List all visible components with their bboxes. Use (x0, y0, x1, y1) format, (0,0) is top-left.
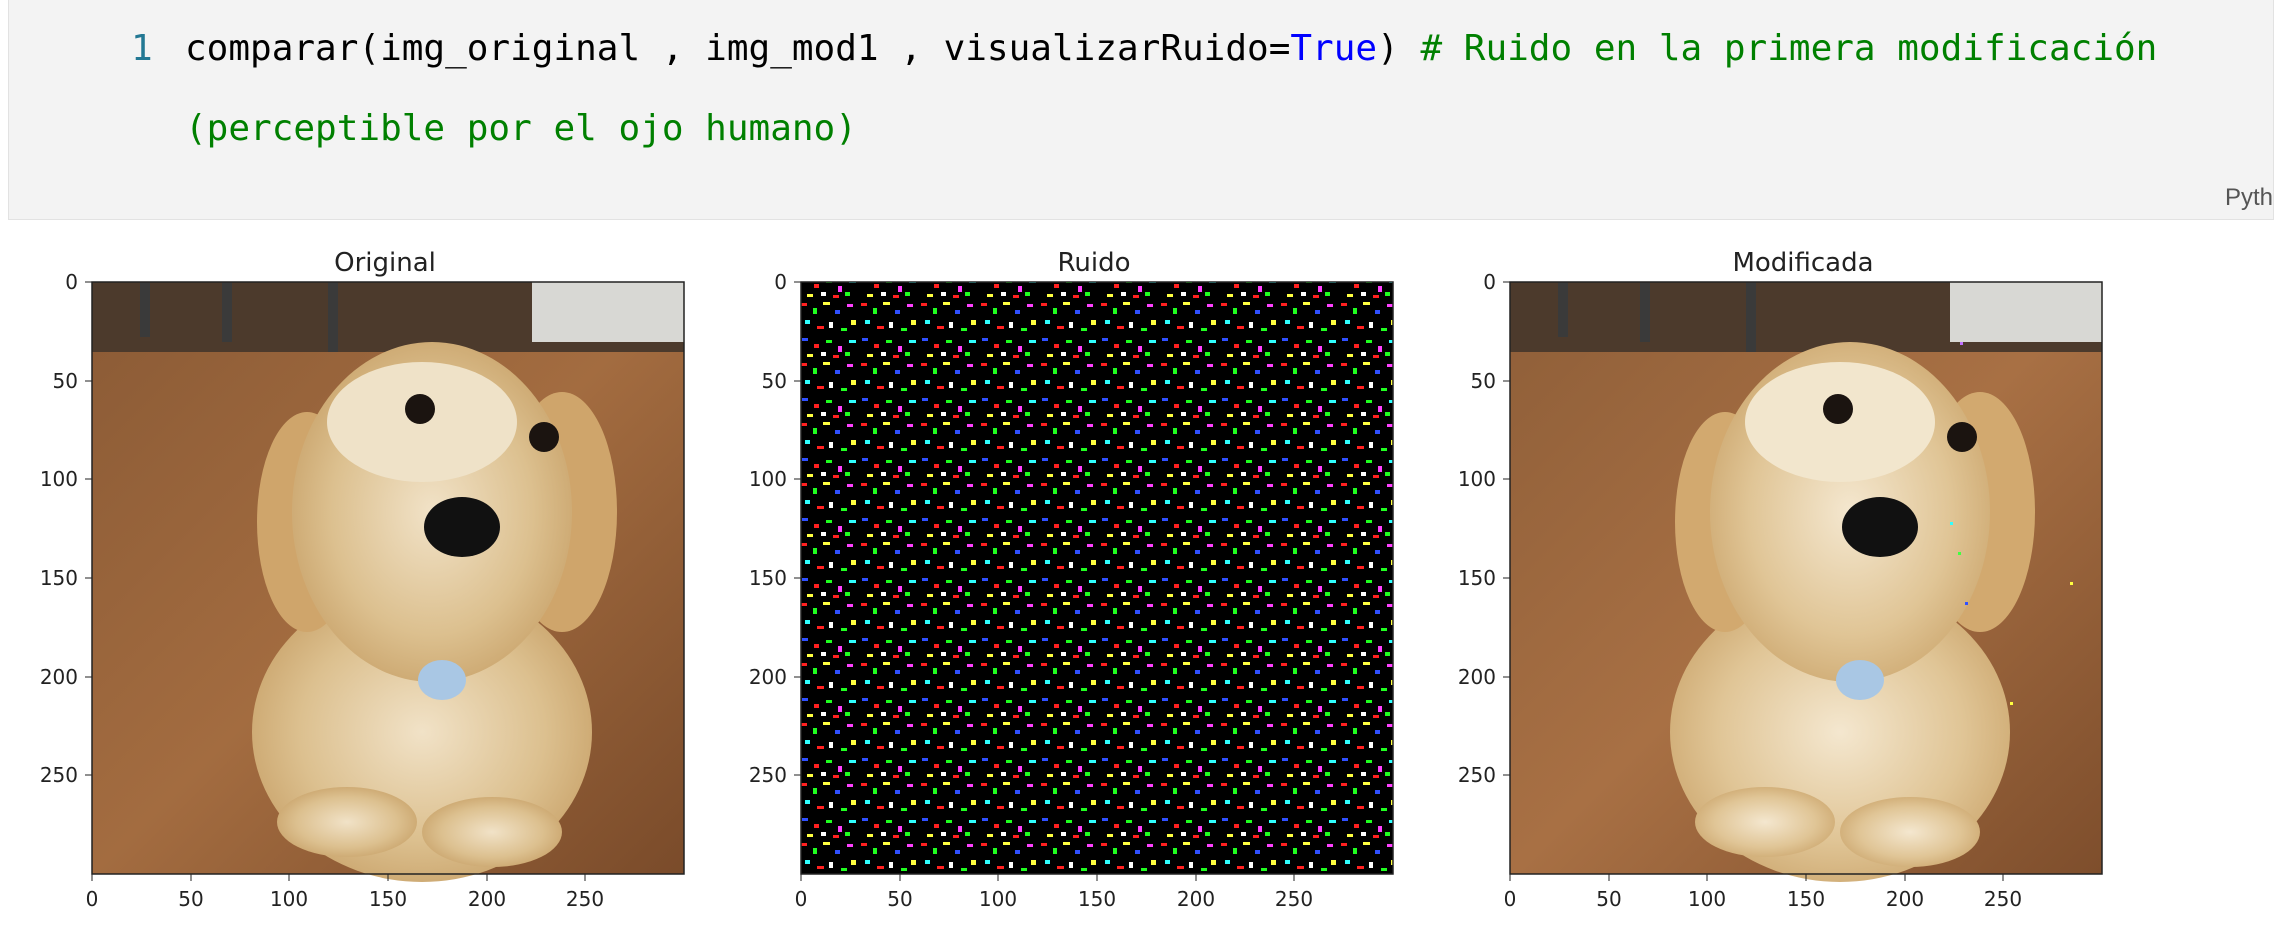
eye-right (529, 422, 559, 452)
plot-title: Ruido (1057, 248, 1130, 278)
y-tick: 100 (749, 467, 787, 491)
nose (424, 497, 500, 557)
x-tick: 250 (1275, 887, 1313, 911)
code-suffix: ) (1377, 28, 1421, 69)
cell-language-label[interactable]: Pyth (2224, 184, 2273, 211)
eye-left (405, 394, 435, 424)
plot-original-svg: Original 0 50 1 (40, 248, 685, 911)
x-ticks: 0 50 100 150 200 250 (795, 874, 1313, 911)
x-tick: 100 (270, 887, 308, 911)
y-tick: 0 (65, 270, 78, 294)
y-tick: 100 (40, 467, 78, 491)
noise-specks (1950, 342, 2073, 705)
y-tick: 50 (53, 369, 78, 393)
code-call: comparar(img_original , img_mod1 , visua… (185, 28, 1291, 69)
cabinet (1950, 282, 2102, 342)
x-tick: 150 (369, 887, 407, 911)
y-ticks: 0 50 100 150 200 250 (40, 270, 92, 787)
code-comment-continuation[interactable]: (perceptible por el ojo humano) (185, 108, 857, 149)
plot-title: Original (334, 248, 436, 278)
code-cell[interactable]: 1 comparar(img_original , img_mod1 , vis… (8, 0, 2274, 220)
x-tick: 250 (1984, 887, 2022, 911)
plot-ruido: Ruido 0 50 100 150 200 250 0 50 100 150 … (739, 240, 1399, 925)
collar-tag (418, 660, 466, 700)
y-tick: 150 (1458, 566, 1496, 590)
y-tick: 150 (40, 566, 78, 590)
plot-title: Modificada (1732, 248, 1873, 278)
y-tick: 200 (40, 665, 78, 689)
y-ticks: 0 50 100 150 200 250 (1458, 270, 1510, 787)
y-tick: 250 (749, 763, 787, 787)
plot-ruido-svg: Ruido 0 50 100 150 200 250 0 50 100 150 … (749, 248, 1394, 911)
eye-right (1947, 422, 1977, 452)
y-tick: 250 (1458, 763, 1496, 787)
noise-image (801, 282, 1393, 874)
x-ticks: 0 50 100 150 200 250 (1504, 874, 2022, 911)
plot-modificada-svg: Modificada (1458, 248, 2103, 911)
x-tick: 50 (1596, 887, 1621, 911)
y-tick: 50 (1471, 369, 1496, 393)
collar-tag (1836, 660, 1884, 700)
y-tick: 0 (1483, 270, 1496, 294)
chair-legs (140, 282, 338, 352)
cabinet (532, 282, 684, 342)
code-comment: # Ruido en la primera modificación (1420, 28, 2158, 69)
y-tick: 200 (1458, 665, 1496, 689)
x-tick: 0 (795, 887, 808, 911)
plot-original: Original 0 50 1 (30, 240, 690, 925)
x-tick: 200 (1177, 887, 1215, 911)
x-tick: 0 (1504, 887, 1517, 911)
code-line-1[interactable]: comparar(img_original , img_mod1 , visua… (185, 28, 2157, 69)
x-tick: 250 (566, 887, 604, 911)
x-ticks: 0 50 100 150 200 250 (86, 874, 604, 911)
x-tick: 150 (1078, 887, 1116, 911)
y-tick: 200 (749, 665, 787, 689)
x-tick: 200 (1886, 887, 1924, 911)
x-tick: 0 (86, 887, 99, 911)
y-tick: 100 (1458, 467, 1496, 491)
x-tick: 50 (887, 887, 912, 911)
line-number: 1 (131, 28, 153, 69)
image-area (1510, 282, 2102, 882)
x-tick: 200 (468, 887, 506, 911)
y-ticks: 0 50 100 150 200 250 (749, 270, 801, 787)
y-tick: 50 (762, 369, 787, 393)
eye-left (1823, 394, 1853, 424)
x-tick: 100 (1688, 887, 1726, 911)
code-keyword: True (1290, 28, 1378, 69)
plot-modificada: Modificada (1448, 240, 2108, 925)
x-tick: 150 (1787, 887, 1825, 911)
chair-legs (1558, 282, 1756, 352)
nose (1842, 497, 1918, 557)
x-tick: 50 (178, 887, 203, 911)
y-tick: 0 (774, 270, 787, 294)
x-tick: 100 (979, 887, 1017, 911)
image-area (92, 282, 684, 882)
y-tick: 150 (749, 566, 787, 590)
y-tick: 250 (40, 763, 78, 787)
